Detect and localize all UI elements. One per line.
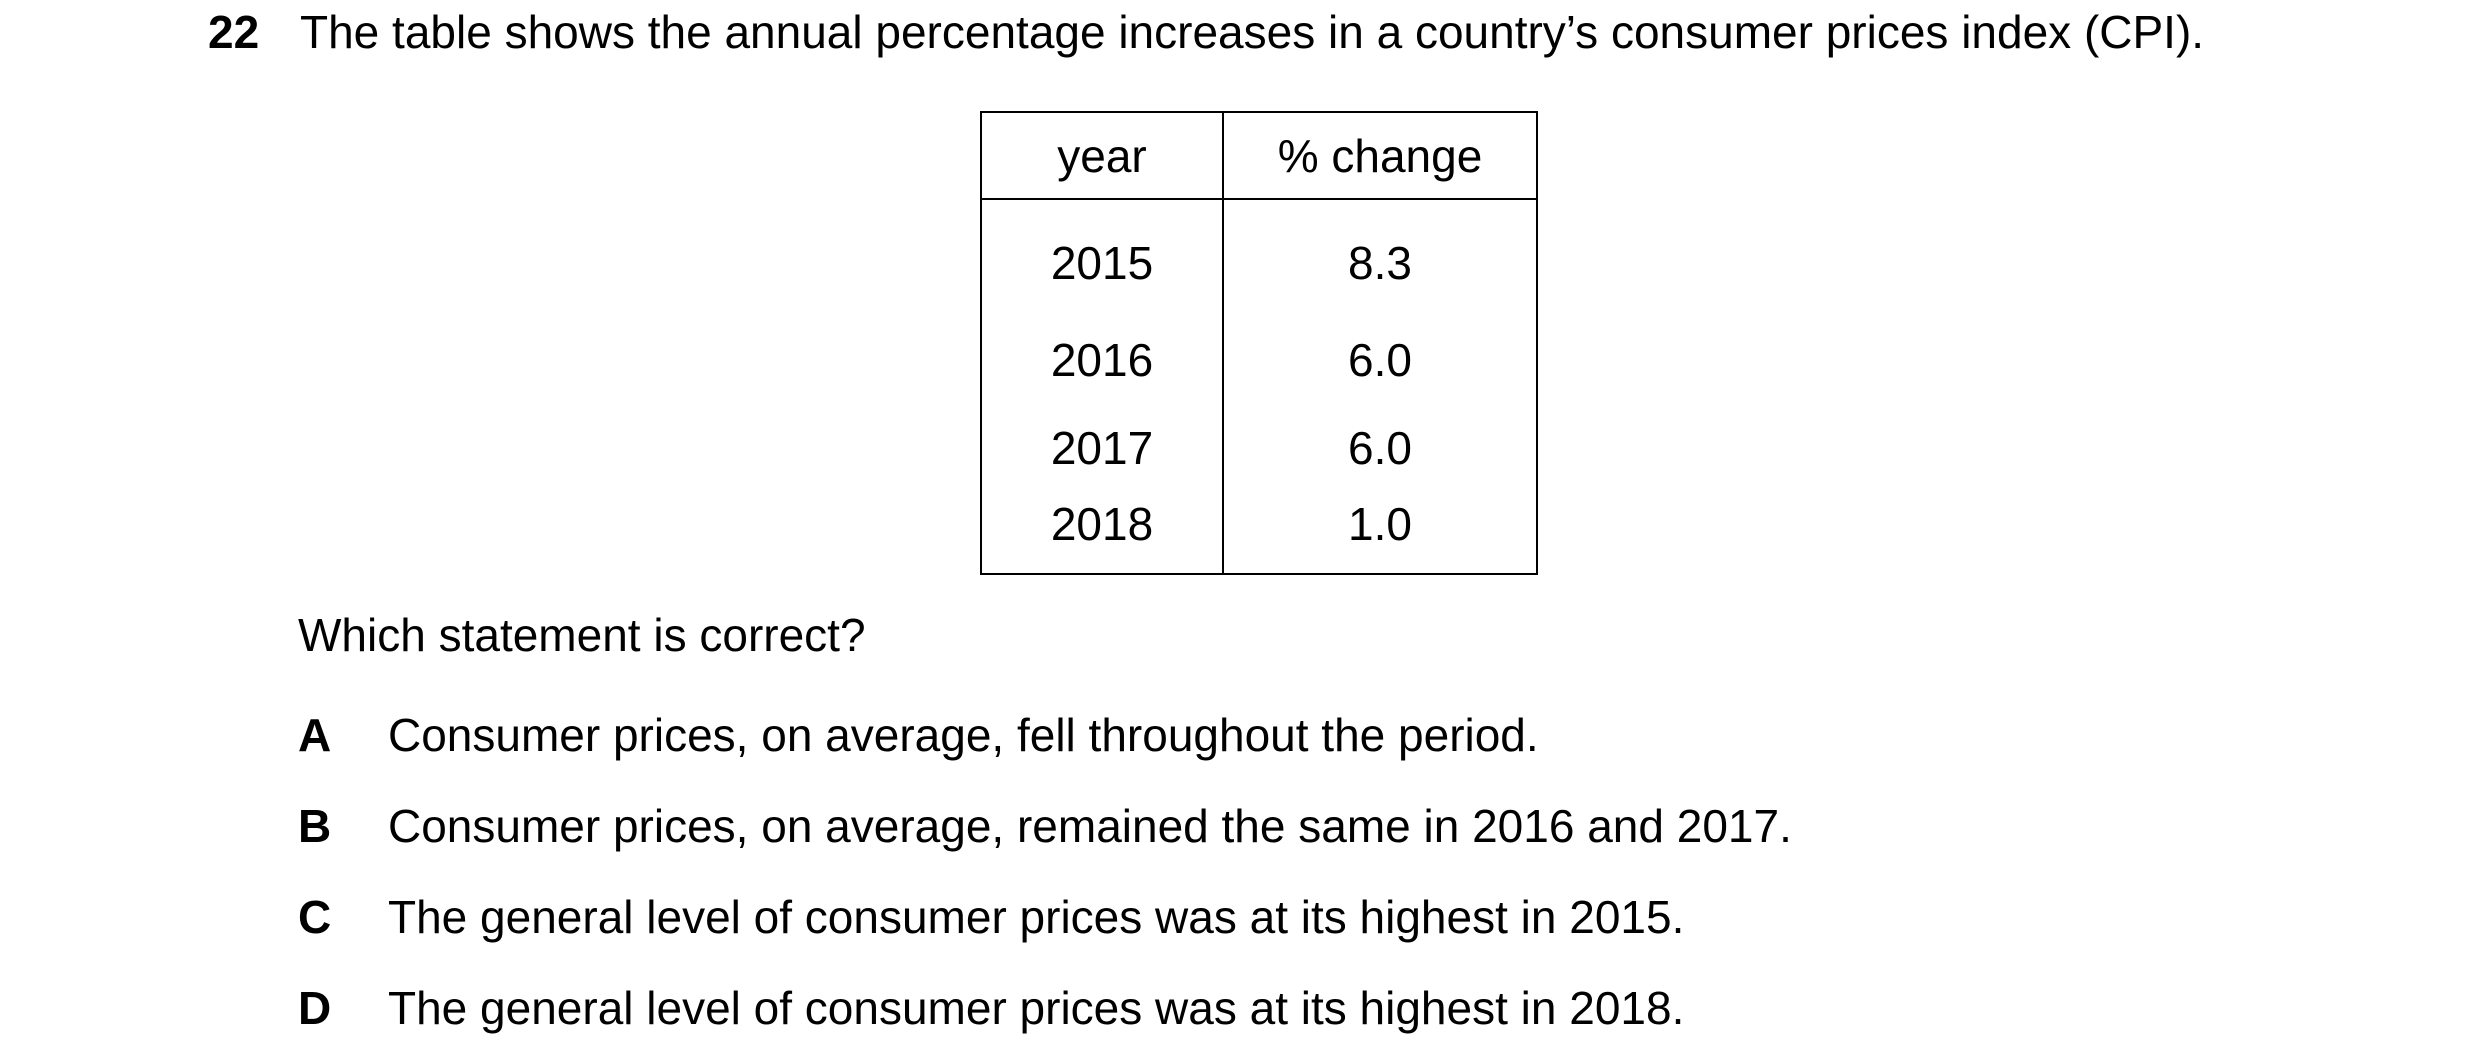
answer-option-a[interactable]: A Consumer prices, on average, fell throu… bbox=[298, 705, 1539, 765]
cell-year: 2015 bbox=[981, 199, 1224, 316]
cell-year: 2016 bbox=[981, 316, 1224, 404]
option-letter: C bbox=[298, 891, 332, 943]
cell-percent-change: 1.0 bbox=[1348, 498, 1412, 550]
option-letter: D bbox=[298, 982, 332, 1034]
cell-year: 2018 bbox=[981, 492, 1224, 574]
option-text: The general level of consumer prices was… bbox=[388, 982, 1685, 1034]
cell-percent-change: 6.0 bbox=[1348, 422, 1412, 474]
option-letter: A bbox=[298, 709, 332, 761]
cell-percent-change: 6.0 bbox=[1348, 334, 1412, 386]
option-text: Consumer prices, on average, remained th… bbox=[388, 800, 1792, 852]
answer-option-d[interactable]: D The general level of consumer prices wa… bbox=[298, 978, 1684, 1038]
table-row: 2015 8.3 bbox=[981, 199, 1537, 316]
table-row: 2018 1.0 bbox=[981, 492, 1537, 574]
question-stem: The table shows the annual percentage in… bbox=[300, 6, 2205, 58]
answer-option-b[interactable]: B Consumer prices, on average, remained t… bbox=[298, 796, 1792, 856]
cell-percent-change: 8.3 bbox=[1348, 237, 1412, 289]
cell-year: 2017 bbox=[981, 404, 1224, 492]
table-row: 2017 6.0 bbox=[981, 404, 1537, 492]
header-year: year bbox=[981, 112, 1224, 200]
question-prompt: Which statement is correct? bbox=[298, 609, 866, 661]
table-row: 2016 6.0 bbox=[981, 316, 1537, 404]
cpi-table: year % change 2015 8.3 2016 6.0 2017 6.0… bbox=[980, 111, 1538, 575]
option-text: Consumer prices, on average, fell throug… bbox=[388, 709, 1539, 761]
table-header-row: year % change bbox=[981, 112, 1537, 200]
option-letter: B bbox=[298, 800, 332, 852]
header-percent-change: % change bbox=[1223, 112, 1537, 200]
answer-option-c[interactable]: C The general level of consumer prices wa… bbox=[298, 887, 1684, 947]
question-number: 22 bbox=[208, 6, 260, 58]
option-text: The general level of consumer prices was… bbox=[388, 891, 1685, 943]
